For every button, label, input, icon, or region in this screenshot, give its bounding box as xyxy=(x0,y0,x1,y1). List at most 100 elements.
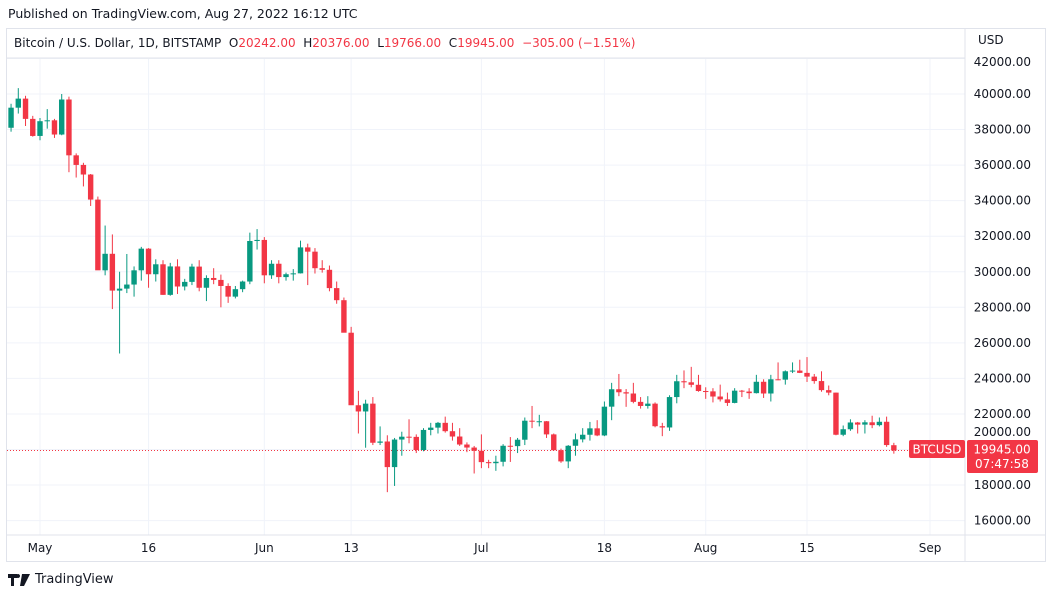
currency-label[interactable]: USD xyxy=(978,33,1004,47)
candle xyxy=(456,428,463,446)
candle-body xyxy=(333,288,340,301)
candle xyxy=(319,260,325,273)
candle xyxy=(652,402,658,428)
candle xyxy=(73,153,79,178)
candle-body xyxy=(341,300,347,333)
chart-frame xyxy=(6,28,1046,562)
candle-body xyxy=(174,266,181,287)
candle-body xyxy=(305,247,311,252)
candle-body xyxy=(102,253,108,271)
candle xyxy=(746,388,752,399)
candle xyxy=(341,297,347,333)
candle-body xyxy=(775,379,781,381)
candle-body xyxy=(362,403,369,412)
candle-body xyxy=(370,403,376,443)
time-tick-label: Jul xyxy=(473,541,488,555)
candle xyxy=(478,434,485,469)
price-axis[interactable]: 16000.00 18000.00 20000.00 22000.00 24000.00… xyxy=(974,55,1031,528)
price-tick-label: 16000.00 xyxy=(974,514,1031,528)
candle xyxy=(80,162,87,187)
candle-body xyxy=(847,422,854,430)
candle xyxy=(724,392,731,406)
candle xyxy=(775,362,781,381)
candle-body xyxy=(594,428,600,436)
candle xyxy=(312,248,318,274)
time-axis[interactable]: May 16 Jun 13 Jul 18 Aug 15 Sep xyxy=(28,541,942,555)
candle xyxy=(406,419,412,444)
candle xyxy=(811,373,817,384)
price-tag-bg xyxy=(967,440,1038,473)
price-tag-countdown: 07:47:58 xyxy=(975,457,1029,471)
candle xyxy=(37,117,43,141)
candle-body xyxy=(529,420,535,422)
candle xyxy=(659,422,665,437)
time-tick-label: Sep xyxy=(919,541,942,555)
candle-body xyxy=(746,391,752,394)
price-tick-label: 20000.00 xyxy=(974,425,1031,439)
candle-body xyxy=(580,434,586,440)
candle xyxy=(580,428,586,443)
candle-body xyxy=(695,384,702,392)
candle xyxy=(529,405,535,429)
candle-body xyxy=(456,436,463,445)
candle-body xyxy=(348,332,354,406)
candle-body xyxy=(724,399,731,403)
candle xyxy=(435,421,441,434)
candle xyxy=(840,425,846,437)
candle xyxy=(210,268,217,285)
tradingview-logo[interactable]: TradingView xyxy=(8,572,114,587)
candle xyxy=(789,362,796,374)
candle xyxy=(384,435,391,493)
candle xyxy=(420,428,427,452)
candle xyxy=(891,442,897,454)
tradingview-logo-icon xyxy=(8,573,30,586)
candle xyxy=(674,374,680,404)
candle xyxy=(131,266,137,297)
candle-body xyxy=(80,164,87,175)
candle xyxy=(66,96,72,173)
candle xyxy=(804,357,810,382)
candle-body xyxy=(789,370,796,372)
low-label: L xyxy=(377,36,384,50)
candle-body xyxy=(478,450,485,463)
price-tick-label: 18000.00 xyxy=(974,478,1031,492)
candle-body xyxy=(471,447,477,451)
candle-body xyxy=(30,118,36,136)
candle-body xyxy=(811,376,817,382)
candle xyxy=(15,88,21,114)
open-label: O xyxy=(228,36,239,50)
candle-body xyxy=(514,439,521,447)
candle-body xyxy=(420,429,427,451)
candle-body xyxy=(254,239,260,241)
brand-name: TradingView xyxy=(35,572,114,587)
candle-body xyxy=(203,277,210,288)
candle-body xyxy=(261,239,268,276)
candle xyxy=(160,260,166,295)
candle-body xyxy=(862,422,868,425)
candle xyxy=(551,433,557,451)
candle-body xyxy=(818,381,825,391)
candle-body xyxy=(630,393,637,402)
open-value: 20242.00 xyxy=(238,36,296,50)
candle xyxy=(355,390,362,434)
candle xyxy=(731,388,738,404)
candle xyxy=(362,399,369,448)
candle xyxy=(442,416,448,433)
candle-body xyxy=(406,436,412,438)
candle-body xyxy=(59,99,65,135)
candle xyxy=(196,260,202,292)
candle xyxy=(391,437,398,486)
candle xyxy=(594,420,600,437)
candle xyxy=(290,269,296,281)
price-tick-label: 40000.00 xyxy=(974,87,1031,101)
candle xyxy=(283,272,289,281)
candle-body xyxy=(239,281,246,290)
candle xyxy=(826,385,832,396)
candle-body xyxy=(138,248,145,271)
candle xyxy=(637,397,644,409)
candle xyxy=(717,384,723,402)
candle xyxy=(616,373,622,397)
candle-body xyxy=(87,174,94,200)
candle-body xyxy=(522,420,528,440)
